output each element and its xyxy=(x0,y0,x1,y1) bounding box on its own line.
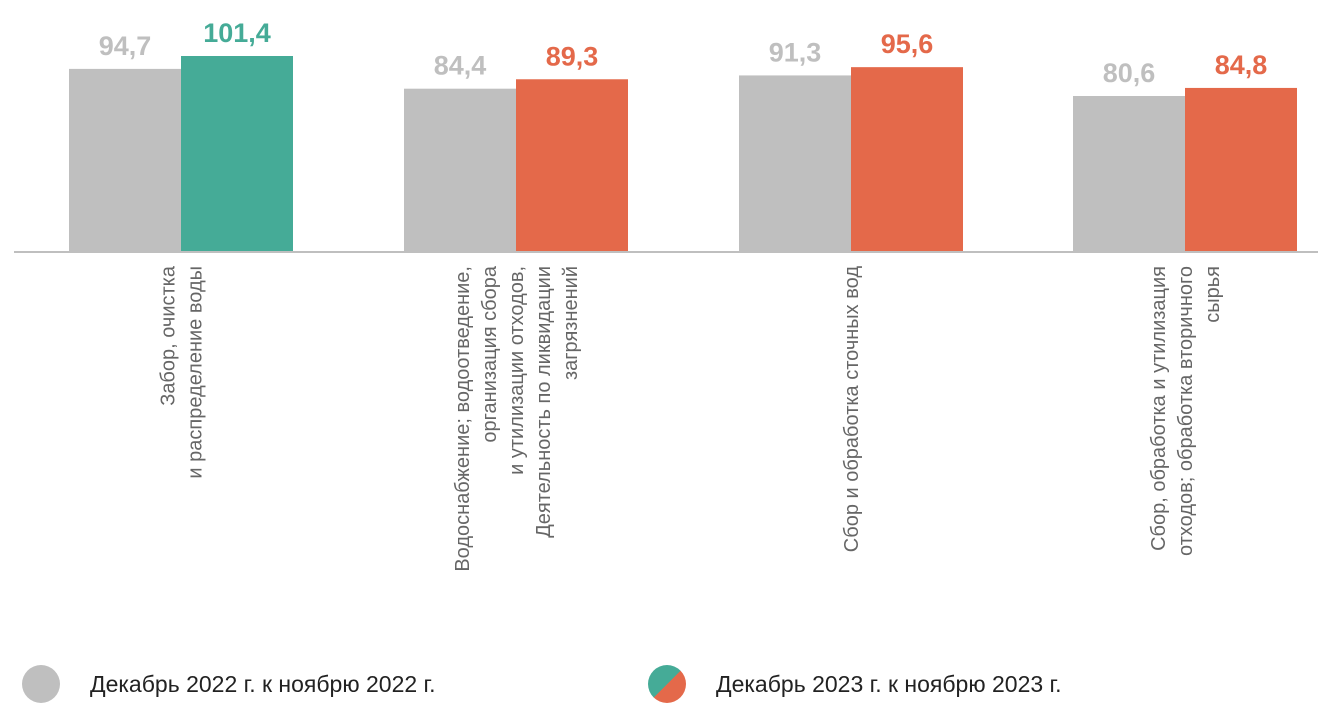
bar-2023-1 xyxy=(181,56,293,251)
bar-2022-2 xyxy=(404,88,516,251)
legend-swatch-2023 xyxy=(648,665,686,703)
data-label-2023-2: 89,3 xyxy=(546,41,599,71)
category-label-3-line-1: Сбор и обработка сточных вод xyxy=(841,266,863,553)
bar-2023-2 xyxy=(516,79,628,252)
bar-2023-3 xyxy=(851,67,963,252)
category-label-2: Водоснабжение; водоотведение, организация… xyxy=(452,265,582,572)
data-label-2023-1: 101,4 xyxy=(203,18,271,48)
legend-label-2023: Декабрь 2023 г. к ноябрю 2023 г. xyxy=(716,670,1062,697)
bar-2022-3 xyxy=(739,75,851,251)
category-label-2-line-3: и утилизации отходов, xyxy=(506,266,528,475)
legend-swatch-2022 xyxy=(22,665,60,703)
data-label-2022-4: 80,6 xyxy=(1103,58,1156,88)
bar-2023-4 xyxy=(1185,87,1297,251)
data-label-2022-2: 84,4 xyxy=(434,51,487,81)
category-label-2-line-1: Водоснабжение; водоотведение, xyxy=(452,266,474,572)
data-label-2023-4: 84,8 xyxy=(1215,50,1268,80)
category-label-4-line-2: отходов; обработка вторичного xyxy=(1175,266,1197,556)
category-label-4: Сбор, обработка и утилизация отходов; обр… xyxy=(1148,266,1224,556)
category-label-2-line-4: Деятельность по ликвидации xyxy=(533,266,555,538)
legend-item-2022: Декабрь 2022 г. к ноябрю 2022 г. xyxy=(22,656,436,712)
bar-2022-4 xyxy=(1073,96,1185,251)
category-label-2-line-2: организация сбора xyxy=(479,265,501,442)
bar-chart: 94,7 101,4 Забор, очистка и распределение в… xyxy=(14,18,1318,572)
category-label-2-line-5: загрязнений xyxy=(560,266,582,380)
category-label-4-line-1: Сбор, обработка и утилизация xyxy=(1148,266,1170,551)
bar-2022-1 xyxy=(69,68,181,251)
legend-item-2023: Декабрь 2023 г. к ноябрю 2023 г. xyxy=(648,656,1062,712)
legend-label-2022: Декабрь 2022 г. к ноябрю 2022 г. xyxy=(90,670,436,697)
data-label-2022-3: 91,3 xyxy=(769,37,822,67)
category-label-3: Сбор и обработка сточных вод xyxy=(841,266,863,553)
data-label-2023-3: 95,6 xyxy=(881,29,934,59)
category-label-1-line-2: и распределение воды xyxy=(185,266,207,479)
category-label-1-line-1: Забор, очистка xyxy=(158,265,180,406)
data-label-2022-1: 94,7 xyxy=(99,31,152,61)
category-label-1: Забор, очистка и распределение воды xyxy=(158,265,207,478)
category-label-4-line-3: сырья xyxy=(1202,266,1224,323)
